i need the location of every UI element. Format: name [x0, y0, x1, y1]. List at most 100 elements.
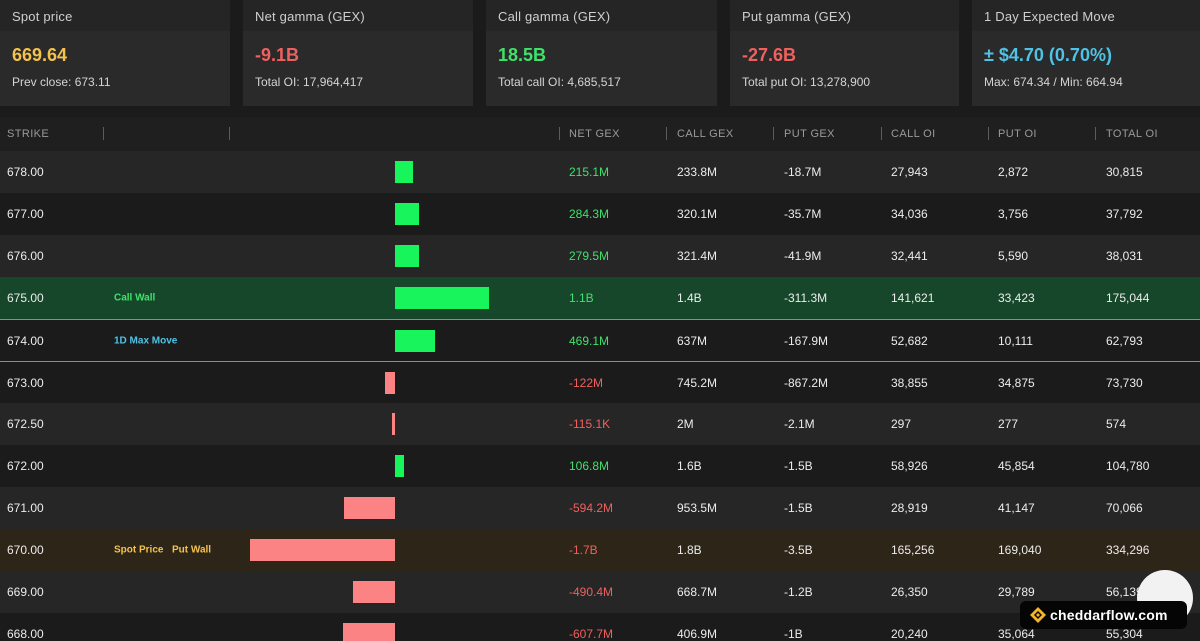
- header-call-gex[interactable]: CALL GEX: [677, 128, 734, 140]
- table-row[interactable]: 673.00 -122M 745.2M -867.2M 38,855 34,875 73,7…: [0, 362, 1200, 403]
- column-resize-handle[interactable]: [103, 127, 104, 140]
- card-title: 1 Day Expected Move: [972, 0, 1200, 31]
- strike-cell: 677.00: [7, 207, 44, 221]
- header-total-oi[interactable]: TOTAL OI: [1106, 128, 1158, 140]
- call-oi-cell: 28,919: [891, 501, 928, 515]
- header-put-gex[interactable]: PUT GEX: [784, 128, 835, 140]
- column-resize-handle[interactable]: [229, 127, 230, 140]
- table-row[interactable]: 672.00 106.8M 1.6B -1.5B 58,926 45,854 104,780: [0, 445, 1200, 487]
- table-row[interactable]: 676.00 279.5M 321.4M -41.9M 32,441 5,590 38,03…: [0, 235, 1200, 277]
- table-row[interactable]: 678.00 215.1M 233.8M -18.7M 27,943 2,872 30,81…: [0, 151, 1200, 193]
- call-oi-cell: 26,350: [891, 585, 928, 599]
- spot-price-value: 669.64: [12, 45, 68, 65]
- net-gex-cell: -607.7M: [569, 627, 614, 641]
- put-oi-cell: 35,064: [998, 627, 1035, 641]
- put-gamma-card: Put gamma (GEX) -27.6B Total put OI: 13,…: [730, 0, 959, 106]
- call-gex-cell: 953.5M: [677, 501, 718, 515]
- cheddarflow-badge[interactable]: cheddarflow.com: [1020, 601, 1187, 629]
- net-gex-cell: 106.8M: [569, 459, 610, 473]
- put-oi-cell: 45,854: [998, 459, 1035, 473]
- put-oi-cell: 10,111: [998, 333, 1033, 348]
- table-row[interactable]: 668.00 -607.7M 406.9M -1B 20,240 35,064 55,304: [0, 613, 1200, 641]
- strike-cell: 670.00: [7, 543, 44, 557]
- total-put-oi-text: Total put OI: 13,278,900: [742, 75, 871, 89]
- column-resize-handle[interactable]: [773, 127, 774, 140]
- call-gex-cell: 233.8M: [677, 165, 718, 179]
- header-net-gex[interactable]: NET GEX: [569, 128, 620, 140]
- call-gamma-value: 18.5B: [498, 45, 547, 65]
- strike-cell: 668.00: [7, 627, 44, 641]
- table-row[interactable]: 675.00 Call Wall 1.1B 1.4B -311.3M 141,621 33,…: [0, 277, 1200, 319]
- column-resize-handle[interactable]: [559, 127, 560, 140]
- put-oi-cell: 29,789: [998, 585, 1035, 599]
- card-title: Call gamma (GEX): [486, 0, 717, 31]
- net-gex-cell: -490.4M: [569, 585, 614, 599]
- net-gex-cell: -115.1K: [569, 417, 611, 431]
- net-gex-bar: [395, 161, 414, 183]
- put-gex-cell: -167.9M: [784, 333, 829, 348]
- call-gex-cell: 320.1M: [677, 207, 718, 221]
- column-resize-handle[interactable]: [1095, 127, 1096, 140]
- net-gex-bar: [395, 329, 436, 352]
- strike-cell: 675.00: [7, 291, 44, 305]
- column-resize-handle[interactable]: [666, 127, 667, 140]
- put-oi-cell: 3,756: [998, 207, 1029, 221]
- table-row[interactable]: 672.50 -115.1K 2M -2.1M 297 277 574: [0, 403, 1200, 445]
- column-resize-handle[interactable]: [988, 127, 989, 140]
- call-oi-cell: 32,441: [891, 249, 928, 263]
- put-gex-cell: -35.7M: [784, 207, 822, 221]
- table-row[interactable]: 670.00 Spot Price Put Wall -1.7B 1.8B -3.5B 16…: [0, 529, 1200, 571]
- put-gex-cell: -1.5B: [784, 459, 813, 473]
- net-gex-bar: [353, 581, 395, 603]
- call-gex-cell: 1.6B: [677, 459, 702, 473]
- call-gex-cell: 1.8B: [677, 543, 702, 557]
- table-row[interactable]: 677.00 284.3M 320.1M -35.7M 34,036 3,756 37,79…: [0, 193, 1200, 235]
- column-resize-handle[interactable]: [881, 127, 882, 140]
- header-call-oi[interactable]: CALL OI: [891, 128, 936, 140]
- net-gex-cell: -1.7B: [569, 543, 598, 557]
- put-gamma-value: -27.6B: [742, 45, 797, 65]
- card-title: Net gamma (GEX): [243, 0, 473, 31]
- put-gex-cell: -1B: [784, 627, 803, 641]
- call-oi-cell: 141,621: [891, 291, 935, 305]
- put-oi-cell: 2,872: [998, 165, 1029, 179]
- header-strike[interactable]: STRIKE: [7, 128, 50, 140]
- strike-cell: 674.00: [7, 333, 44, 348]
- net-gex-bar: [392, 413, 395, 435]
- net-gex-bar: [249, 539, 395, 561]
- total-oi-cell: 37,792: [1106, 207, 1143, 221]
- table-row[interactable]: 674.00 1D Max Move 469.1M 637M -167.9M 52,682…: [0, 319, 1200, 362]
- net-gamma-card: Net gamma (GEX) -9.1B Total OI: 17,964,4…: [243, 0, 473, 106]
- spot-price-tag: Spot Price: [114, 544, 164, 556]
- card-title: Put gamma (GEX): [730, 0, 959, 31]
- total-oi-cell: 104,780: [1106, 459, 1150, 473]
- net-gex-bar: [395, 455, 405, 477]
- total-oi-cell: 574: [1106, 417, 1127, 431]
- table-row[interactable]: 671.00 -594.2M 953.5M -1.5B 28,919 41,147 70,0…: [0, 487, 1200, 529]
- net-gex-cell: 279.5M: [569, 249, 610, 263]
- call-gex-cell: 406.9M: [677, 627, 718, 641]
- net-gex-bar: [384, 371, 395, 394]
- call-oi-cell: 34,036: [891, 207, 928, 221]
- total-oi-cell: 55,304: [1106, 627, 1143, 641]
- put-gex-cell: -2.1M: [784, 417, 815, 431]
- net-gex-cell: 469.1M: [569, 333, 610, 348]
- total-oi-cell: 38,031: [1106, 249, 1143, 263]
- call-oi-cell: 27,943: [891, 165, 928, 179]
- table-row[interactable]: 669.00 -490.4M 668.7M -1.2B 26,350 29,789 56,1…: [0, 571, 1200, 613]
- header-put-oi[interactable]: PUT OI: [998, 128, 1037, 140]
- expected-move-card: 1 Day Expected Move ± $4.70 (0.70%) Max:…: [972, 0, 1200, 106]
- strike-cell: 676.00: [7, 249, 44, 263]
- total-oi-cell: 175,044: [1106, 291, 1150, 305]
- 1d-max-move-tag: 1D Max Move: [114, 335, 178, 346]
- net-gex-cell: -122M: [569, 375, 604, 390]
- put-wall-tag: Put Wall: [172, 544, 212, 556]
- strike-cell: 678.00: [7, 165, 44, 179]
- call-gex-cell: 745.2M: [677, 375, 718, 390]
- cheddarflow-logo-icon: [1030, 607, 1046, 623]
- total-oi-cell: 30,815: [1106, 165, 1143, 179]
- net-gex-bar: [395, 245, 419, 267]
- call-oi-cell: 38,855: [891, 375, 928, 390]
- total-oi-text: Total OI: 17,964,417: [255, 75, 364, 89]
- expected-move-value: ± $4.70 (0.70%): [984, 45, 1112, 65]
